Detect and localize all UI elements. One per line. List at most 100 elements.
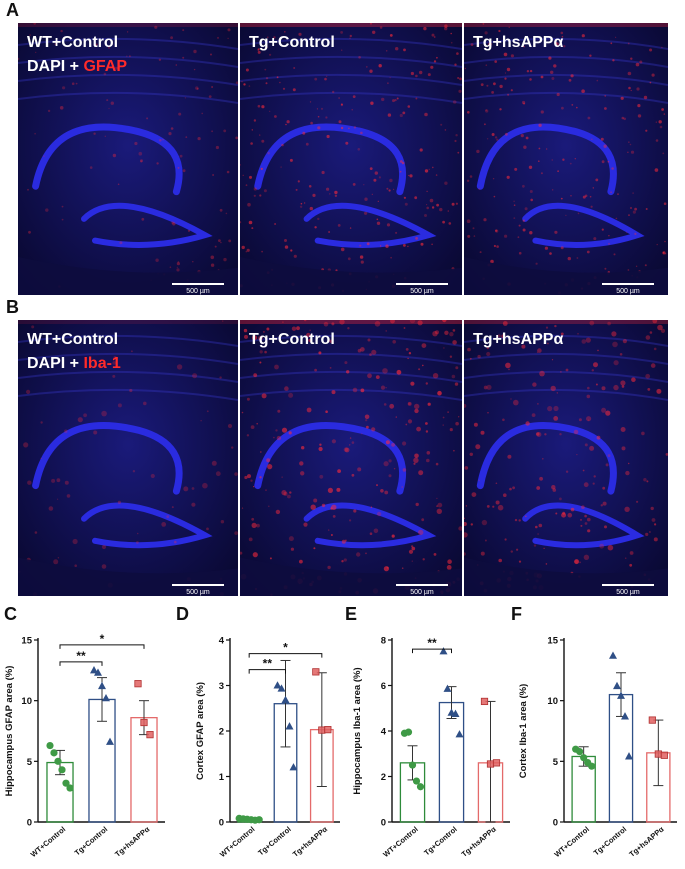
panel-letter: E [345, 604, 357, 624]
cortex-layer [464, 73, 668, 86]
significance-label: * [100, 632, 105, 646]
data-point [412, 777, 421, 785]
stain-signal [18, 320, 238, 596]
chart-c: C Hippocampus GFAP area (%) 0 5 10 15 WT+Contr… [4, 604, 165, 859]
brain-section-image [18, 23, 238, 295]
data-point [277, 684, 286, 692]
data-point [609, 651, 617, 659]
scale-bar [172, 584, 224, 586]
data-point [648, 716, 656, 724]
x-tick-label: Tg+Control [73, 825, 110, 858]
meninges [240, 320, 462, 324]
data-point [62, 779, 70, 787]
dentate-gyrus [81, 502, 213, 549]
micrograph-a-3: Tg+hsAPPα 500 µm [464, 23, 668, 295]
x-tick-label: WT+Control [381, 825, 419, 859]
y-tick-label: 10 [21, 696, 32, 707]
data-point [106, 737, 114, 745]
data-point [98, 681, 106, 690]
data-point [455, 730, 464, 738]
tissue-background [18, 320, 238, 596]
y-tick-label: 6 [381, 681, 386, 692]
data-point [146, 731, 154, 739]
panel-letter-a: A [6, 0, 19, 20]
x-tick-label: WT+Control [552, 825, 590, 859]
meninges [18, 23, 238, 27]
y-axis-label: Hippocampus GFAP area (%) [4, 666, 15, 797]
data-point [140, 718, 148, 727]
data-point [94, 668, 102, 676]
data-point [273, 681, 282, 689]
cortex-layer [240, 73, 462, 86]
y-tick-label: 8 [381, 636, 386, 647]
micrograph-a-1: WT+Control DAPI + GFAP 500 µm [18, 23, 238, 295]
data-point [318, 726, 326, 734]
x-tick-label: Tg+hsAPPα [460, 824, 499, 858]
brain-section-image [464, 320, 668, 596]
data-point [285, 722, 294, 730]
micrograph-b-2: Tg+Control 500 µm [240, 320, 462, 596]
brain-section-image [18, 320, 238, 596]
data-point [625, 752, 633, 760]
thalamus-region [464, 256, 668, 295]
scale-bar [396, 283, 448, 285]
data-point [492, 759, 501, 767]
dentate-gyrus [303, 202, 437, 248]
scale-bar [396, 584, 448, 586]
cortex-layer [240, 388, 462, 401]
data-point [580, 754, 588, 762]
tissue-background [240, 23, 462, 295]
data-point [312, 668, 320, 676]
y-tick-label: 3 [219, 681, 224, 692]
cortex-layer [18, 55, 238, 68]
cortex-layer [18, 370, 238, 383]
cortex-layer [464, 388, 668, 401]
thalamus-region [18, 557, 238, 596]
y-tick-label: 15 [547, 636, 558, 647]
brain-section-image [464, 23, 668, 295]
thalamus-region [240, 256, 462, 295]
data-point [486, 760, 495, 768]
cortex-layer [240, 91, 462, 104]
cortex-layer [18, 91, 238, 104]
hippocampus-ca-layer [476, 123, 617, 196]
data-point [660, 751, 668, 759]
tissue-background [18, 23, 238, 295]
cortex-layer [464, 55, 668, 68]
y-tick-label: 5 [27, 757, 33, 768]
panel-letter: D [176, 604, 189, 624]
scale-bar-label: 500 µm [410, 288, 434, 295]
x-tick-label: Tg+hsAPPα [291, 824, 330, 858]
data-point [439, 647, 448, 655]
data-point [617, 691, 625, 699]
data-point [404, 728, 413, 736]
cortex-layer [18, 352, 238, 365]
y-tick-label: 4 [381, 727, 387, 738]
x-tick-label: Tg+Control [592, 825, 629, 858]
y-tick-label: 2 [381, 772, 386, 783]
y-tick-label: 5 [553, 757, 559, 768]
cortex-layer [464, 37, 668, 50]
y-tick-label: 4 [219, 636, 225, 647]
cortex-layer [18, 334, 238, 347]
hippocampus-ca-layer [32, 422, 183, 495]
hippocampus-ca-layer [254, 123, 407, 196]
micrograph-b-3: Tg+hsAPPα 500 µm [464, 320, 668, 596]
chart-e: E Hippocampus Iba-1 area (%) 0 2 4 6 8 WT+Contr… [345, 604, 510, 859]
chart-d: D Cortex GFAP area (%) 0 1 2 3 4 WT+Control Tg+C… [176, 604, 340, 859]
data-point [443, 684, 452, 692]
x-tick-label: WT+Control [29, 825, 67, 859]
scale-bar [602, 283, 654, 285]
cortex-layer [240, 352, 462, 365]
data-point [281, 695, 290, 704]
significance-bracket [248, 669, 286, 674]
scale-bar-label: 500 µm [186, 288, 210, 295]
data-point [613, 681, 621, 690]
y-tick-label: 10 [547, 696, 558, 707]
tissue-background [464, 320, 668, 596]
x-tick-label: Tg+Control [422, 825, 459, 858]
meninges [240, 23, 462, 27]
x-tick-label: WT+Control [218, 825, 256, 859]
